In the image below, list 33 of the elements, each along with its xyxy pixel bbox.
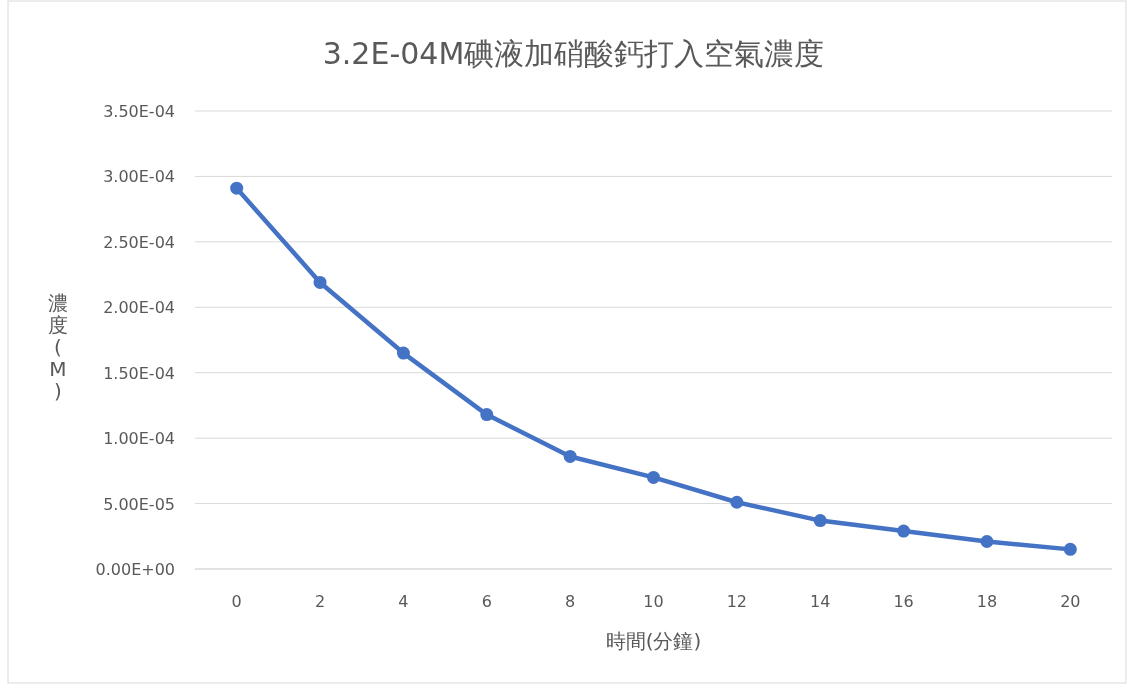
- y-tick-label: 2.00E-04: [103, 298, 175, 318]
- y-axis-title: 濃度(M): [48, 291, 68, 403]
- y-tick-label: 0.00E+00: [95, 560, 175, 579]
- point: [813, 514, 827, 528]
- y-tick-label: 1.50E-04: [103, 363, 175, 383]
- x-tick-label: 8: [565, 592, 576, 611]
- point: [230, 181, 244, 195]
- x-tick-label: 6: [481, 592, 492, 611]
- x-tick-label: 12: [726, 592, 748, 611]
- point: [980, 535, 994, 549]
- y-tick-label: 3.00E-04: [103, 167, 175, 187]
- point: [647, 470, 660, 484]
- x-tick-label: 2: [314, 592, 326, 611]
- x-tick-label: 20: [1060, 592, 1081, 611]
- point: [480, 408, 494, 422]
- y-tick-label: 3.50E-04: [103, 102, 175, 121]
- x-tick-label: 0: [231, 592, 242, 611]
- x-axis-title: 時間(分鐘): [605, 629, 702, 653]
- point: [563, 449, 577, 463]
- point: [396, 346, 410, 360]
- x-tick-label: 10: [643, 592, 664, 611]
- y-tick-label: 2.50E-04: [103, 232, 175, 252]
- point: [313, 275, 327, 289]
- point: [730, 495, 744, 509]
- x-tick-label: 16: [893, 592, 914, 611]
- y-tick-label: 1.00E-04: [103, 429, 175, 449]
- x-tick-label: 14: [810, 592, 831, 611]
- point: [897, 524, 911, 538]
- point: [1063, 542, 1077, 556]
- x-tick-label: 4: [398, 592, 409, 611]
- y-tick-label: 5.00E-05: [103, 494, 175, 514]
- chart-title: 3.2E-04M碘液加硝酸鈣打入空氣濃度: [322, 36, 825, 71]
- x-tick-label: 18: [976, 592, 998, 611]
